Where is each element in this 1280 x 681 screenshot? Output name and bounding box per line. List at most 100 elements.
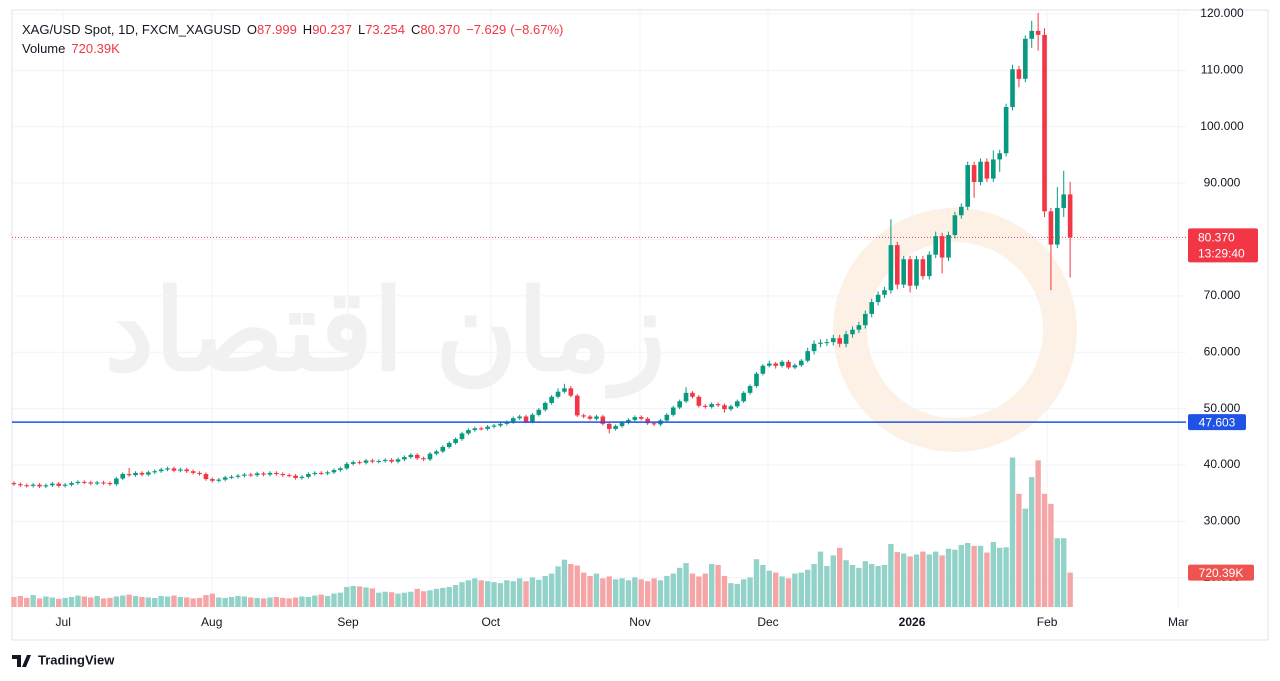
candle-body: [331, 470, 337, 473]
volume-bar: [369, 588, 376, 607]
candle-body: [523, 416, 529, 422]
candle-body: [843, 334, 849, 344]
candle-body: [542, 402, 548, 410]
volume-bar: [318, 594, 324, 607]
candle-body: [408, 454, 414, 458]
candles: [11, 12, 1073, 489]
candle-body: [62, 484, 68, 486]
volume-bar: [190, 598, 196, 607]
candle-body: [338, 468, 343, 471]
hline-tag: [1188, 414, 1246, 431]
candle-body: [434, 451, 439, 454]
candle-body: [178, 469, 183, 471]
volume-bar: [152, 597, 158, 607]
candle-body: [914, 259, 919, 286]
volume-bar: [945, 548, 952, 607]
candle-body: [254, 473, 260, 476]
candle-body: [158, 469, 164, 472]
volume-bar: [1067, 572, 1073, 607]
candle-body: [325, 472, 330, 474]
candle-body: [594, 416, 599, 419]
candle-body: [901, 259, 907, 285]
candle-body: [184, 469, 190, 472]
volume-bar: [427, 590, 433, 607]
candle-body: [805, 351, 810, 361]
candle-body: [1003, 107, 1009, 154]
volume-bar: [401, 592, 408, 607]
candle-body: [939, 236, 945, 258]
volume-bar: [843, 560, 849, 607]
candle-body: [101, 482, 106, 484]
candle-body: [30, 484, 36, 486]
volume-bar: [920, 551, 926, 607]
volume-bar: [184, 597, 190, 607]
watermark-text: زمان اقتصاد: [104, 269, 665, 400]
volume-bar: [869, 564, 875, 607]
volume-bar: [1003, 547, 1009, 607]
candle-body: [927, 254, 932, 277]
volume-bar: [414, 588, 420, 607]
countdown-label: 13:29:40: [1198, 247, 1245, 261]
volume-bar: [356, 586, 363, 607]
volume-bar: [126, 594, 132, 607]
volume-bar: [1035, 460, 1041, 607]
candle-body: [773, 363, 778, 366]
volume-bar: [881, 564, 888, 607]
candle-body: [728, 406, 734, 410]
volume-bar: [62, 597, 68, 607]
volume-bar: [568, 564, 574, 607]
candle-body: [517, 416, 522, 419]
volume-bar: [388, 592, 395, 607]
footer-logo: TradingView: [12, 652, 115, 667]
volume-bar: [510, 581, 516, 607]
volume-bar: [350, 585, 356, 607]
volume-bar: [292, 597, 299, 607]
x-tick-label: Aug: [201, 615, 222, 629]
volume-bar: [254, 597, 260, 607]
candle-body: [248, 474, 254, 476]
candle-body: [824, 342, 830, 344]
volume-bar: [542, 575, 548, 607]
volume-bar: [1022, 508, 1029, 607]
candle-body: [1035, 30, 1041, 35]
volume-bar: [632, 577, 638, 607]
volume-bar: [702, 573, 708, 607]
candle-body: [882, 290, 887, 295]
candle-body: [792, 365, 798, 368]
volume-bar: [888, 543, 894, 607]
volume-bar: [625, 580, 632, 607]
volume-bar: [382, 591, 388, 607]
candle-body: [766, 363, 772, 366]
volume-bar: [11, 596, 17, 607]
candle-body: [107, 483, 113, 485]
legend-title: XAG/USD Spot, 1D, FXCM_XAGUSD: [22, 22, 241, 37]
volume-bar: [792, 573, 798, 607]
legend-value: 90.237: [312, 22, 352, 37]
candle-body: [357, 462, 362, 464]
volume-bar: [548, 573, 555, 607]
volume-bar: [30, 595, 36, 607]
candle-body: [722, 405, 727, 410]
candle-body: [446, 443, 452, 447]
volume-bar: [606, 576, 612, 607]
volume-bars: [11, 457, 1073, 607]
candle-body: [715, 404, 721, 406]
candle-body: [88, 482, 94, 484]
volume-bar: [286, 598, 292, 607]
candle-body: [549, 396, 554, 403]
candle-body: [82, 481, 87, 483]
candle-body: [798, 360, 804, 366]
volume-bar: [555, 566, 561, 607]
candle-body: [959, 206, 964, 216]
legend-value: 80.370: [420, 22, 460, 37]
volume-bar: [907, 556, 913, 607]
candle-body: [702, 405, 708, 407]
candle-body: [747, 386, 753, 393]
volume-bar: [433, 588, 440, 607]
candle-body: [1055, 207, 1060, 245]
x-tick-label: Oct: [481, 615, 500, 629]
volume-bar: [676, 567, 683, 607]
volume-bar: [36, 598, 43, 607]
volume-bar: [1061, 538, 1067, 607]
volume-bar: [209, 593, 216, 607]
